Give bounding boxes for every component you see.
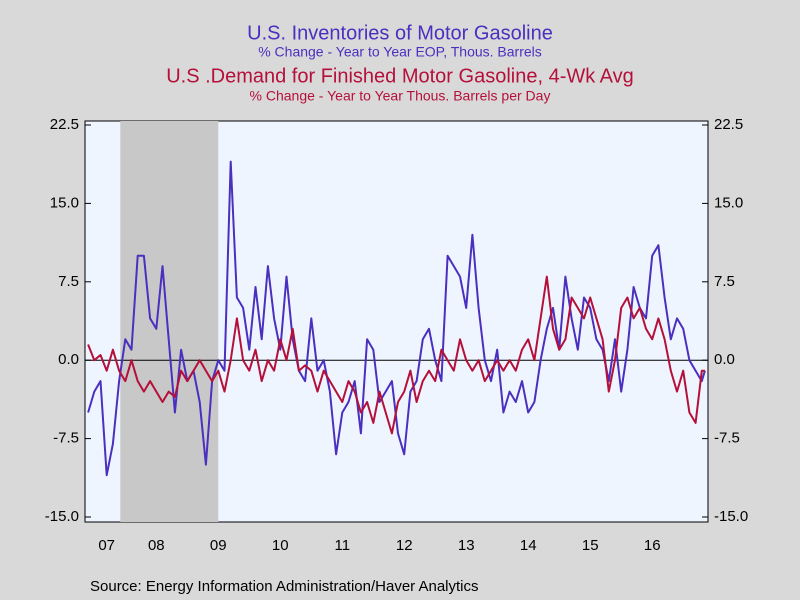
chart-title: % Change - Year to Year Thous. Barrels p… bbox=[250, 88, 551, 104]
x-tick-label: 14 bbox=[520, 537, 537, 554]
source: Source: Energy Information Administratio… bbox=[90, 578, 479, 595]
x-tick-label: 12 bbox=[396, 537, 413, 554]
series-line bbox=[87, 275, 705, 435]
y-tick-label: 22.5 bbox=[50, 116, 79, 133]
y2-tick-label: -15.0 bbox=[714, 508, 748, 525]
x-tick-label: 15 bbox=[582, 537, 599, 554]
x-tick-label: 07 bbox=[98, 537, 115, 554]
y2-tick-label: 22.5 bbox=[714, 116, 743, 133]
y-tick-label: -15.0 bbox=[45, 508, 79, 525]
x-tick-label: 08 bbox=[148, 537, 165, 554]
y-tick-label: 0.0 bbox=[58, 351, 79, 368]
y-tick-label: -7.5 bbox=[53, 430, 79, 447]
y2-tick-label: 0.0 bbox=[714, 351, 735, 368]
chart-title: U.S. Inventories of Motor Gasoline bbox=[247, 22, 553, 44]
recession-shade bbox=[120, 121, 219, 522]
y-tick-label: 15.0 bbox=[50, 194, 79, 211]
y2-tick-label: -7.5 bbox=[714, 430, 740, 447]
x-tick-label: 13 bbox=[458, 537, 475, 554]
chart-title: U.S .Demand for Finished Motor Gasoline,… bbox=[166, 65, 634, 87]
y2-tick-label: 7.5 bbox=[714, 273, 735, 290]
x-tick-label: 10 bbox=[272, 537, 289, 554]
y-tick-label: 7.5 bbox=[58, 273, 79, 290]
x-tick-label: 16 bbox=[644, 537, 661, 554]
y2-tick-label: 15.0 bbox=[714, 194, 743, 211]
x-tick-label: 11 bbox=[334, 537, 350, 554]
chart-title: % Change - Year to Year EOP, Thous. Barr… bbox=[258, 44, 542, 60]
x-tick-label: 09 bbox=[210, 537, 227, 554]
